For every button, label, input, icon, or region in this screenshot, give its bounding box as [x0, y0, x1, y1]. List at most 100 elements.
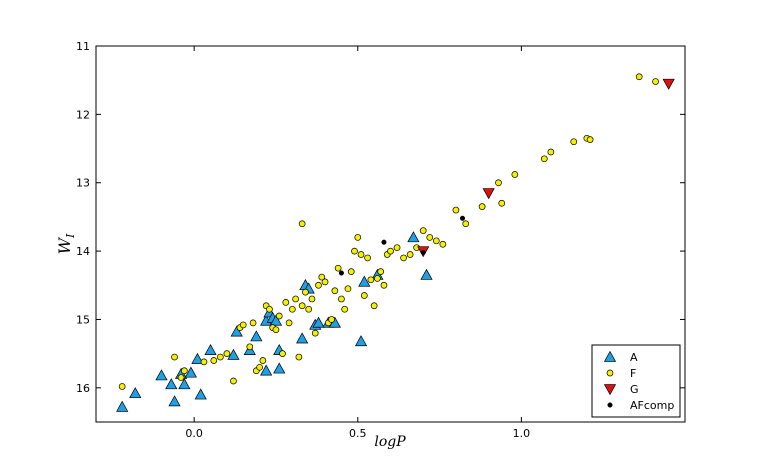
legend-marker-f [606, 369, 614, 377]
point-f [171, 353, 178, 361]
y-axis-label-main: W [55, 236, 74, 254]
point-afcomp [459, 215, 466, 221]
point-a [420, 268, 433, 280]
point-a [230, 325, 243, 337]
point-f [308, 295, 316, 303]
point-f [230, 377, 237, 385]
point-f [432, 237, 440, 245]
point-f [288, 305, 296, 313]
series-afcomp [338, 215, 466, 276]
axis-ticks: 0.0 0.5 1.0 11 12 13 14 15 16 [76, 40, 685, 440]
point-g [662, 78, 675, 90]
legend-marker-a [603, 350, 617, 362]
point-f [295, 353, 303, 361]
point-f [374, 275, 381, 282]
point-f [380, 281, 388, 289]
point-f [246, 343, 254, 351]
point-a [191, 352, 204, 364]
point-a [269, 314, 283, 326]
point-a [194, 388, 207, 400]
data-marks [116, 73, 675, 412]
legend-label-afcomp: AFcomp [630, 399, 674, 412]
point-f [635, 73, 643, 81]
point-a [260, 364, 273, 376]
point-a [354, 335, 368, 347]
x-tick-label: 1.0 [513, 427, 531, 440]
point-a [168, 395, 181, 407]
point-f [210, 357, 218, 364]
point-f [387, 247, 394, 255]
point-f [400, 254, 407, 262]
point-f [540, 155, 548, 163]
point-a [358, 275, 371, 287]
legend-label-f: F [630, 367, 636, 380]
point-f [586, 136, 594, 144]
point-a [312, 316, 325, 328]
point-f [275, 312, 283, 320]
point-f [266, 305, 273, 313]
legend-marker-g [603, 384, 617, 396]
point-f [360, 292, 368, 299]
point-a [184, 366, 197, 378]
point-f [377, 268, 385, 275]
point-f [498, 199, 506, 207]
point-a [116, 400, 129, 412]
point-f [354, 234, 362, 241]
y-tick-label: 12 [76, 108, 90, 121]
y-axis-label: WI [55, 233, 77, 254]
point-f [462, 220, 470, 228]
point-a [407, 231, 420, 243]
series-f [118, 73, 659, 390]
point-f [292, 295, 299, 303]
y-tick-label: 14 [76, 245, 90, 258]
x-tick-label: 0.5 [349, 427, 367, 440]
legend-label-g: G [630, 383, 639, 396]
point-f [334, 264, 342, 272]
point-f [426, 234, 434, 241]
point-f [177, 374, 185, 381]
point-f [351, 247, 358, 255]
point-f [364, 254, 371, 262]
point-f [652, 78, 659, 85]
legend: AFG AFcomp [591, 344, 681, 418]
point-f [298, 220, 306, 228]
point-f [118, 383, 126, 390]
point-a [204, 343, 217, 355]
point-f [318, 273, 326, 281]
point-f [478, 203, 486, 211]
point-f [239, 321, 247, 329]
point-f [495, 179, 502, 187]
point-f [285, 319, 293, 327]
x-axis-label: logP [374, 434, 406, 450]
point-f [419, 227, 427, 234]
point-afcomp [338, 270, 344, 276]
point-f [370, 302, 378, 310]
point-f [511, 171, 519, 178]
point-f [321, 278, 329, 286]
point-a [165, 378, 178, 390]
point-afcomp [381, 239, 387, 245]
point-f [547, 148, 555, 156]
point-f [256, 363, 263, 371]
point-f [331, 287, 339, 295]
point-f [200, 358, 208, 366]
point-a [273, 362, 286, 374]
point-g [482, 188, 495, 200]
point-f [338, 295, 345, 303]
point-f [570, 138, 578, 146]
svg-text:WI: WI [55, 233, 77, 254]
point-f [344, 285, 352, 293]
point-f [347, 268, 355, 275]
point-f [341, 305, 349, 313]
point-f [367, 276, 375, 284]
point-afcomp [420, 249, 426, 256]
point-f [328, 316, 335, 323]
point-f [216, 353, 224, 361]
point-f [272, 326, 280, 334]
y-tick-label: 13 [76, 177, 90, 190]
point-f [181, 367, 188, 375]
point-a [178, 378, 191, 390]
point-a [129, 387, 142, 399]
point-f [406, 251, 414, 258]
